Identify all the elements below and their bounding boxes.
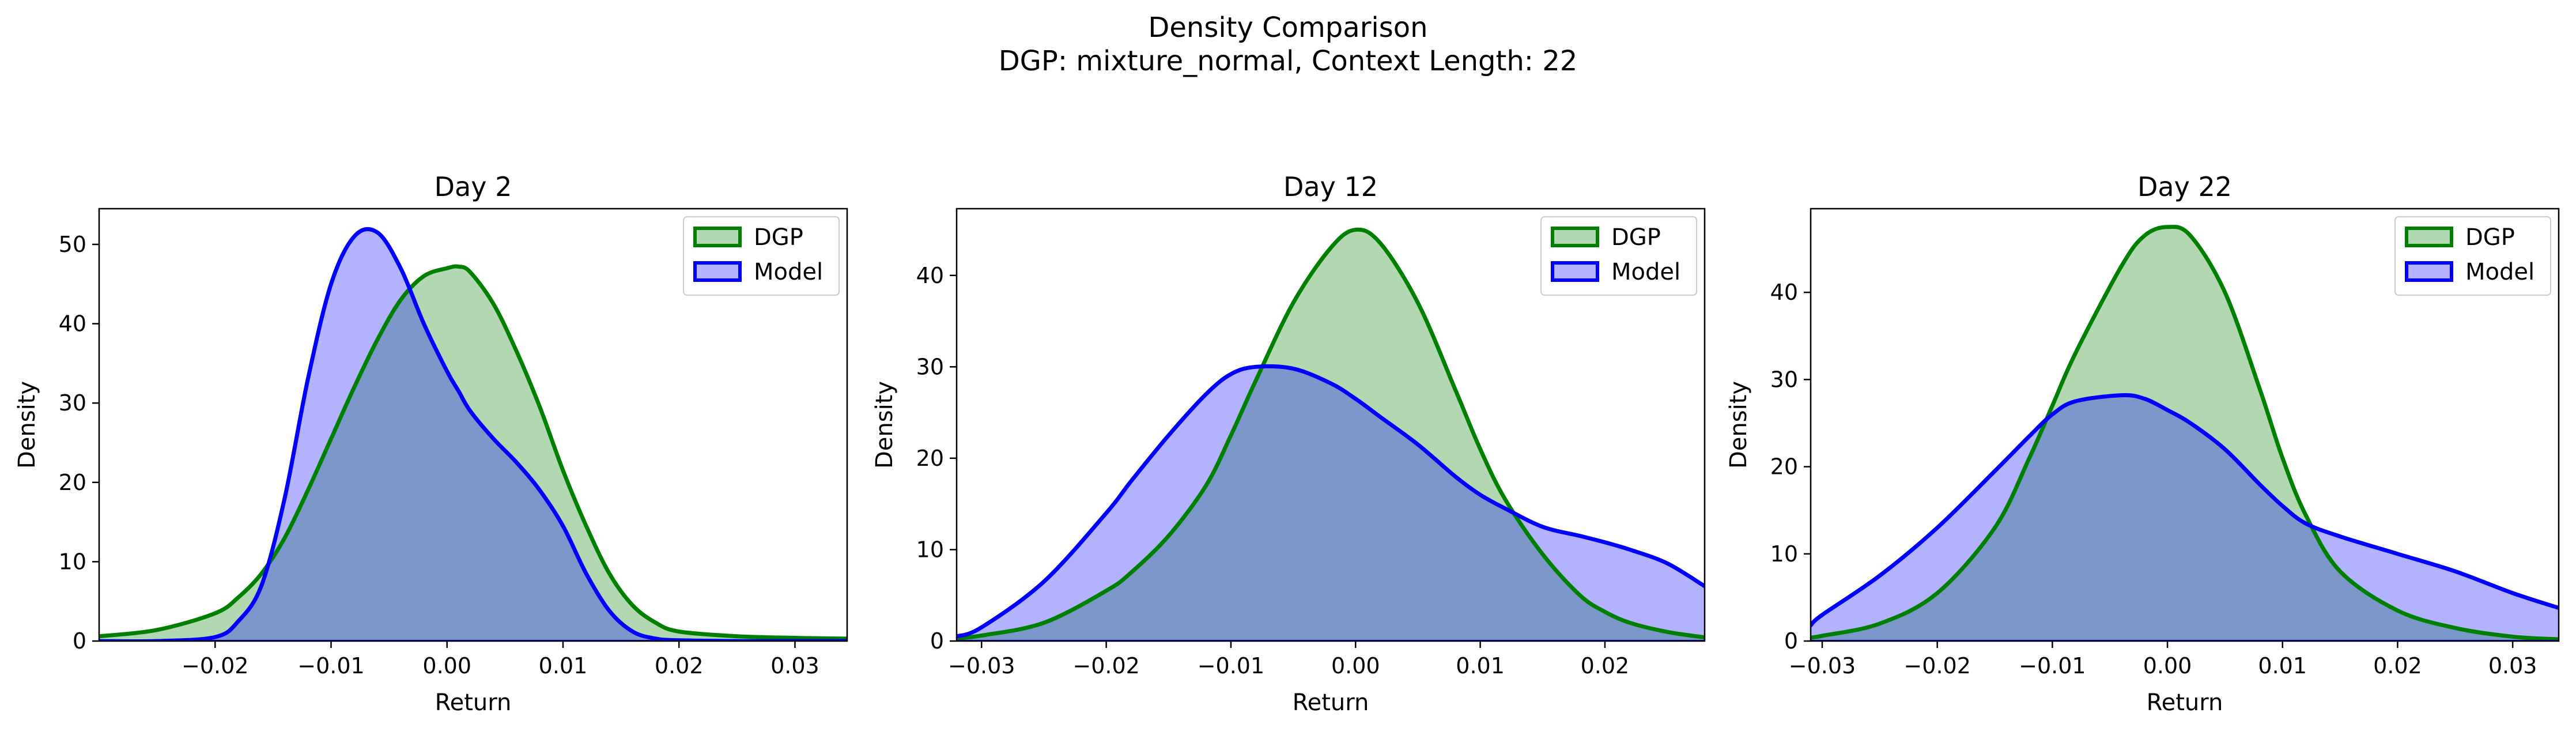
plot-area [99,227,847,641]
y-axis-label: Density [1725,381,1752,469]
y-tick-label: 50 [59,232,86,257]
x-tick-label: 0.01 [539,653,588,679]
y-tick-label: 20 [1770,454,1798,480]
y-tick-label: 30 [1770,367,1798,392]
y-tick-label: 40 [916,263,944,288]
x-tick-label: 0.01 [1456,653,1505,679]
model-legend-label: Model [1611,259,1680,285]
dgp-legend-label: DGP [754,224,803,251]
dgp-density-area [957,229,1705,641]
figure-title-line2: DGP: mixture_normal, Context Length: 22 [999,45,1578,77]
dgp-legend-swatch [693,227,742,247]
x-tick-label: −0.03 [948,653,1015,679]
dgp-density-line [957,227,1705,640]
figure-title-line1: Density Comparison [1148,12,1427,44]
y-tick-label: 0 [73,628,86,654]
x-tick-label: 0.02 [1581,653,1630,679]
y-tick-label: 10 [59,549,86,574]
plot-area [1811,224,2559,641]
x-axis-label: Return [1293,689,1369,716]
model-density-line [957,364,1705,639]
model-legend-label: Model [2465,259,2535,285]
y-tick-label: 20 [916,446,944,471]
subplot-day-panel-3: −0.03 −0.02 −0.01 0.00 0.01 0.02 0.03 0 10 20 30 40… [1725,171,2560,716]
legend: DGP Model [2394,216,2551,296]
model-density-area [1811,395,2559,641]
model-density-line [1811,393,2559,628]
y-tick-label: 10 [1770,541,1798,567]
x-tick-label: 0.00 [2143,653,2192,679]
dgp-density-area [99,266,847,641]
dgp-legend-label: DGP [2465,224,2515,251]
model-density-line [99,227,847,641]
dgp-density-area [1811,227,2559,641]
x-tick-label: 0.00 [1331,653,1380,679]
x-tick-label: −0.01 [1198,653,1264,679]
subplot-day-panel-2: −0.03 −0.02 −0.01 0.00 0.01 0.02 0 10 20 30 40 Day … [871,171,1706,716]
axes-frame [98,208,848,642]
x-tick-label: 0.02 [655,653,704,679]
y-axis-label: Density [871,381,898,469]
x-tick-label: −0.02 [1072,653,1139,679]
x-tick-label: 0.01 [2258,653,2307,679]
y-tick-label: 30 [916,354,944,379]
dgp-density-line [1811,224,2559,641]
model-legend-swatch [1551,261,1599,282]
model-legend-label: Model [754,259,823,285]
y-axis-label: Density [14,381,40,469]
y-tick-label: 30 [59,390,86,416]
subplot-title: Day 22 [2137,171,2232,202]
y-tick-label: 40 [59,311,86,337]
x-tick-label: 0.00 [422,653,471,679]
x-tick-label: −0.02 [182,653,248,679]
y-tick-label: 20 [59,470,86,495]
y-tick-label: 0 [1784,628,1798,654]
model-legend-swatch [2405,261,2453,282]
dgp-legend-swatch [2405,227,2453,247]
x-tick-label: −0.01 [2019,653,2086,679]
plot-area [957,227,1705,641]
subplot-day-panel-1: −0.02 −0.01 0.00 0.01 0.02 0.03 0 10 20 30 40 50 Day… [14,171,848,716]
x-tick-label: 0.02 [2373,653,2422,679]
x-tick-label: −0.01 [297,653,364,679]
axes-frame [955,208,1706,642]
x-tick-label: −0.03 [1789,653,1856,679]
dgp-legend-label: DGP [1611,224,1661,251]
x-tick-label: 0.03 [2488,653,2537,679]
subplot-title: Day 12 [1283,171,1378,202]
y-tick-label: 0 [930,628,944,654]
model-density-area [957,366,1705,641]
subplot-panels: −0.02 −0.01 0.00 0.01 0.02 0.03 0 10 20 30 40 50 Day… [14,171,2560,716]
x-axis-label: Return [435,689,512,716]
model-legend-swatch [693,261,742,282]
x-axis-label: Return [2147,689,2223,716]
y-tick-label: 40 [1770,280,1798,305]
axes-frame [1810,208,2560,642]
x-tick-label: 0.03 [770,653,819,679]
y-tick-label: 10 [916,537,944,562]
legend: DGP Model [683,216,840,296]
legend: DGP Model [1540,216,1697,296]
dgp-legend-swatch [1551,227,1599,247]
x-tick-label: −0.02 [1903,653,1970,679]
subplot-title: Day 2 [435,171,512,202]
